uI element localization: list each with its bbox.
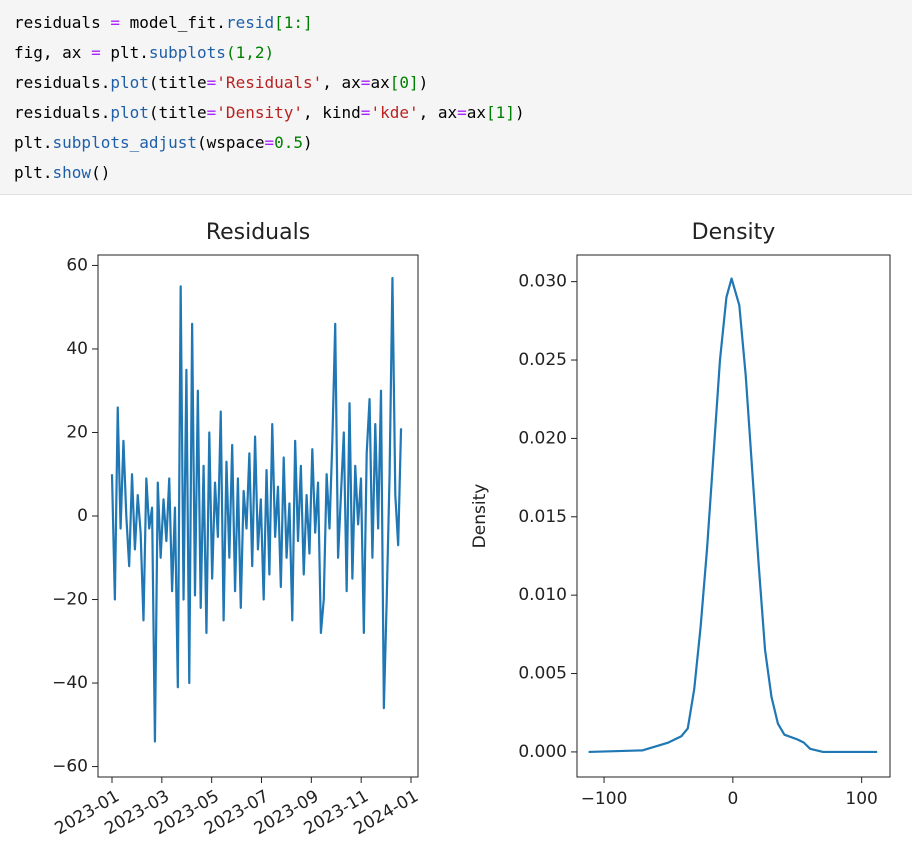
y-tick-label: 0	[77, 506, 88, 526]
code-token: 'Density'	[216, 103, 303, 122]
y-tick-label: 60	[66, 255, 88, 275]
code-token: show	[52, 163, 92, 182]
code-token: resid	[225, 13, 275, 32]
code-token: (title	[148, 103, 207, 122]
code-line: residuals.plot(title='Density', kind='kd…	[14, 98, 898, 128]
charts: Residuals−60−40−2002040602023-012023-032…	[51, 220, 891, 839]
y-tick-label: 20	[66, 422, 88, 442]
code-token: =	[110, 13, 120, 32]
y-tick-label: −60	[52, 757, 88, 777]
code-token: =	[360, 73, 371, 92]
code-token: =	[206, 73, 217, 92]
code-token: residuals	[14, 13, 111, 32]
code-token: subplots_adjust	[52, 133, 198, 152]
y-tick-label: 0.010	[518, 585, 567, 605]
code-line: plt.subplots_adjust(wspace=0.5)	[14, 128, 898, 158]
code-line: fig, ax = plt.subplots(1,2)	[14, 38, 898, 68]
plot-frame	[576, 254, 891, 778]
code-token: =	[206, 103, 217, 122]
code-token: , kind	[303, 103, 361, 122]
code-token: [0]	[389, 73, 419, 92]
y-axis-label: Density	[470, 484, 490, 549]
code-token: 'Residuals'	[216, 73, 323, 92]
y-tick-label: 0.030	[518, 272, 567, 292]
y-tick-label: 0.025	[518, 350, 567, 370]
code-token: subplots	[148, 43, 226, 62]
code-token: plt.	[14, 163, 53, 182]
y-tick-label: −40	[52, 673, 88, 693]
code-line: residuals = model_fit.resid[1:]	[14, 8, 898, 38]
code-token: =	[91, 43, 101, 62]
code-token: , ax	[322, 73, 361, 92]
y-tick-label: 0.020	[518, 428, 567, 448]
y-tick-label: 0.005	[518, 664, 567, 684]
kde-line	[588, 277, 878, 754]
chart-title: Density	[692, 220, 776, 245]
plot-frame	[97, 254, 419, 778]
code-token: =	[264, 133, 275, 152]
code-token: (wspace	[197, 133, 265, 152]
code-line: residuals.plot(title='Residuals', ax=ax[…	[14, 68, 898, 98]
code-token: [1]	[486, 103, 515, 122]
code-token: plot	[110, 103, 149, 122]
code-token: 0.5	[274, 133, 304, 152]
x-tick-label: −100	[581, 789, 628, 809]
code-token: plot	[110, 73, 149, 92]
code-token: )	[303, 133, 313, 152]
code-token: (title	[148, 73, 207, 92]
chart-title: Residuals	[206, 220, 310, 245]
code-token: (1,2)	[225, 43, 275, 62]
code-token: )	[514, 103, 525, 122]
code-token: =	[457, 103, 467, 122]
x-tick-label: 100	[845, 789, 877, 809]
code-token: ()	[91, 163, 111, 182]
line	[110, 276, 403, 743]
code-token: [1:]	[274, 13, 313, 32]
code-token: ax	[370, 73, 390, 92]
code-token: 'kde'	[370, 103, 419, 122]
y-tick-label: 40	[66, 339, 88, 359]
code-token: =	[360, 103, 371, 122]
code-token: residuals.	[14, 103, 111, 122]
code-token: fig, ax	[14, 43, 92, 62]
y-tick-label: −20	[52, 590, 88, 610]
code-token: model_fit.	[119, 13, 226, 32]
code-token: )	[418, 73, 429, 92]
code-cell: residuals = model_fit.resid[1:] fig, ax =…	[0, 0, 912, 195]
code-token: residuals.	[14, 73, 111, 92]
y-tick-label: 0.015	[518, 507, 567, 527]
code-line: plt.show()	[14, 158, 898, 188]
code-token: , ax	[418, 103, 458, 122]
y-tick-label: 0.000	[518, 742, 567, 762]
x-tick-label: 0	[727, 789, 738, 809]
code-token: plt.	[14, 133, 53, 152]
code-token: plt.	[100, 43, 149, 62]
code-token: ax	[466, 103, 487, 122]
